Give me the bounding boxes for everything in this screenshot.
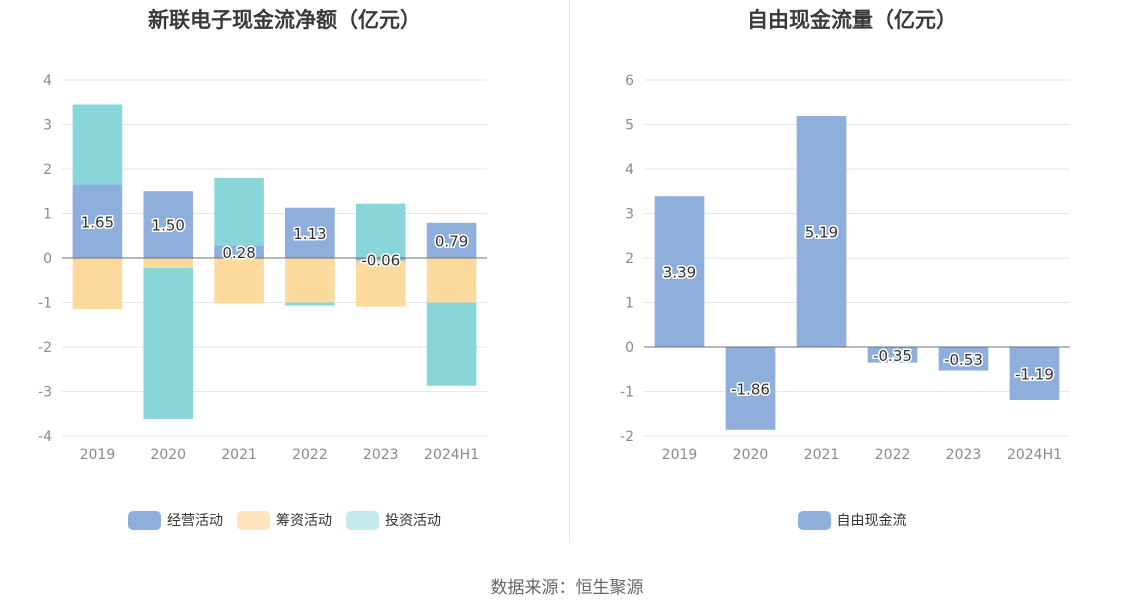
bar-2021 (214, 258, 264, 304)
cash-flow-legend: 经营活动 筹资活动 投资活动 (0, 510, 569, 530)
y-tick-label: -2 (38, 340, 52, 356)
y-tick-label: -2 (620, 429, 634, 445)
data-label: -0.53 (944, 351, 983, 369)
x-tick-label: 2023 (363, 447, 399, 463)
x-tick-label: 2023 (946, 447, 982, 463)
data-label: -0.06 (361, 251, 400, 269)
cash-flow-panel: 新联电子现金流净额（亿元） -4 -3 -2 -1 0 1 2 3 4 2019 2020 2021 2… (0, 0, 569, 545)
bar-2023 (938, 347, 989, 371)
data-label: 5.19 (805, 224, 838, 242)
y-tick-label: 0 (625, 340, 634, 356)
legend-swatch-financing (237, 510, 270, 530)
bar-2019 (72, 184, 123, 258)
y-tick-label: 6 (625, 73, 634, 89)
bar-2022 (867, 347, 918, 363)
x-tick-label: 2024H1 (424, 447, 479, 463)
legend-item-operating[interactable]: 经营活动 (128, 510, 223, 530)
data-label: 0.28 (222, 244, 255, 262)
bar-2019 (72, 258, 123, 310)
y-tick-label: -1 (620, 385, 634, 401)
x-tick-label: 2020 (733, 447, 769, 463)
cash-flow-chart-title: 新联电子现金流净额（亿元） (148, 8, 421, 32)
y-tick-label: -1 (38, 296, 52, 312)
bar-2019 (654, 196, 705, 347)
legend-swatch-free-cash-flow (797, 510, 831, 530)
bar-2024h1 (426, 258, 477, 303)
x-tick-label: 2020 (150, 447, 186, 463)
data-label: -1.19 (1015, 365, 1054, 383)
x-tick-label: 2022 (292, 447, 328, 463)
legend-item-investing[interactable]: 投资活动 (346, 510, 441, 530)
data-label: 1.13 (293, 225, 326, 243)
legend-label-financing: 筹资活动 (276, 513, 332, 529)
bar-2020 (143, 267, 194, 420)
x-tick-label: 2024H1 (1007, 447, 1062, 463)
legend-label-investing: 投资活动 (385, 513, 441, 529)
y-tick-label: 1 (625, 296, 634, 312)
bar-2021 (214, 245, 264, 258)
data-source-note: 数据来源：恒生聚源 (490, 578, 644, 598)
free-cash-flow-panel: 自由现金流量（亿元） -2 -1 0 1 2 3 4 5 6 2019 2020 2021 2022 20… (570, 0, 1134, 545)
legend-swatch-investing (346, 510, 379, 530)
free-cash-flow-legend: 自由现金流 (570, 510, 1134, 530)
legend-item-free-cash-flow[interactable]: 自由现金流 (797, 510, 907, 530)
data-label: 3.39 (663, 264, 696, 282)
bar-2024h1 (1009, 347, 1060, 400)
bar-2020 (143, 191, 194, 258)
panel-divider (569, 0, 570, 543)
y-tick-label: -4 (38, 429, 52, 445)
y-tick-label: 2 (625, 251, 634, 267)
bar-2023 (355, 260, 406, 307)
bar-2023 (355, 203, 406, 258)
y-tick-label: 3 (625, 207, 634, 223)
data-label: -0.35 (873, 347, 912, 365)
y-tick-label: 3 (43, 118, 52, 134)
bar-2020 (143, 258, 194, 268)
bar-2022 (285, 258, 335, 303)
legend-label-free-cash-flow: 自由现金流 (836, 513, 907, 529)
bar-2023 (355, 258, 406, 261)
data-label: -1.86 (731, 380, 770, 398)
y-tick-label: -3 (38, 385, 52, 401)
bar-2021 (796, 116, 847, 347)
x-tick-label: 2021 (221, 447, 257, 463)
bar-2024h1 (426, 222, 477, 258)
data-label: 1.50 (152, 217, 185, 235)
bar-2020 (725, 347, 776, 430)
y-tick-label: 5 (625, 118, 634, 134)
x-tick-label: 2019 (662, 447, 698, 463)
y-tick-label: 0 (43, 251, 52, 267)
legend-label-operating: 经营活动 (167, 513, 223, 529)
data-label: 1.65 (81, 213, 114, 231)
x-tick-label: 2019 (80, 447, 116, 463)
x-tick-label: 2022 (875, 447, 911, 463)
bar-2022 (285, 207, 335, 258)
y-tick-label: 4 (625, 162, 634, 178)
y-tick-label: 4 (43, 73, 52, 89)
bar-2021 (214, 177, 264, 246)
legend-swatch-operating (128, 510, 161, 530)
x-tick-label: 2021 (804, 447, 840, 463)
free-cash-flow-chart: -2 -1 0 1 2 3 4 5 6 2019 2020 2021 2022 2023 2024H1 3.3… (620, 73, 1070, 463)
cash-flow-chart: -4 -3 -2 -1 0 1 2 3 4 2019 2020 2021 2022 2023 2024H1 1… (38, 73, 487, 463)
legend-item-financing[interactable]: 筹资活动 (237, 510, 332, 530)
bar-2024h1 (426, 302, 477, 386)
y-tick-label: 2 (43, 162, 52, 178)
data-label: 0.79 (435, 232, 468, 250)
bar-2022 (285, 302, 335, 306)
free-cash-flow-chart-title: 自由现金流量（亿元） (747, 8, 957, 32)
y-tick-label: 1 (43, 207, 52, 223)
bar-2019 (72, 104, 123, 185)
